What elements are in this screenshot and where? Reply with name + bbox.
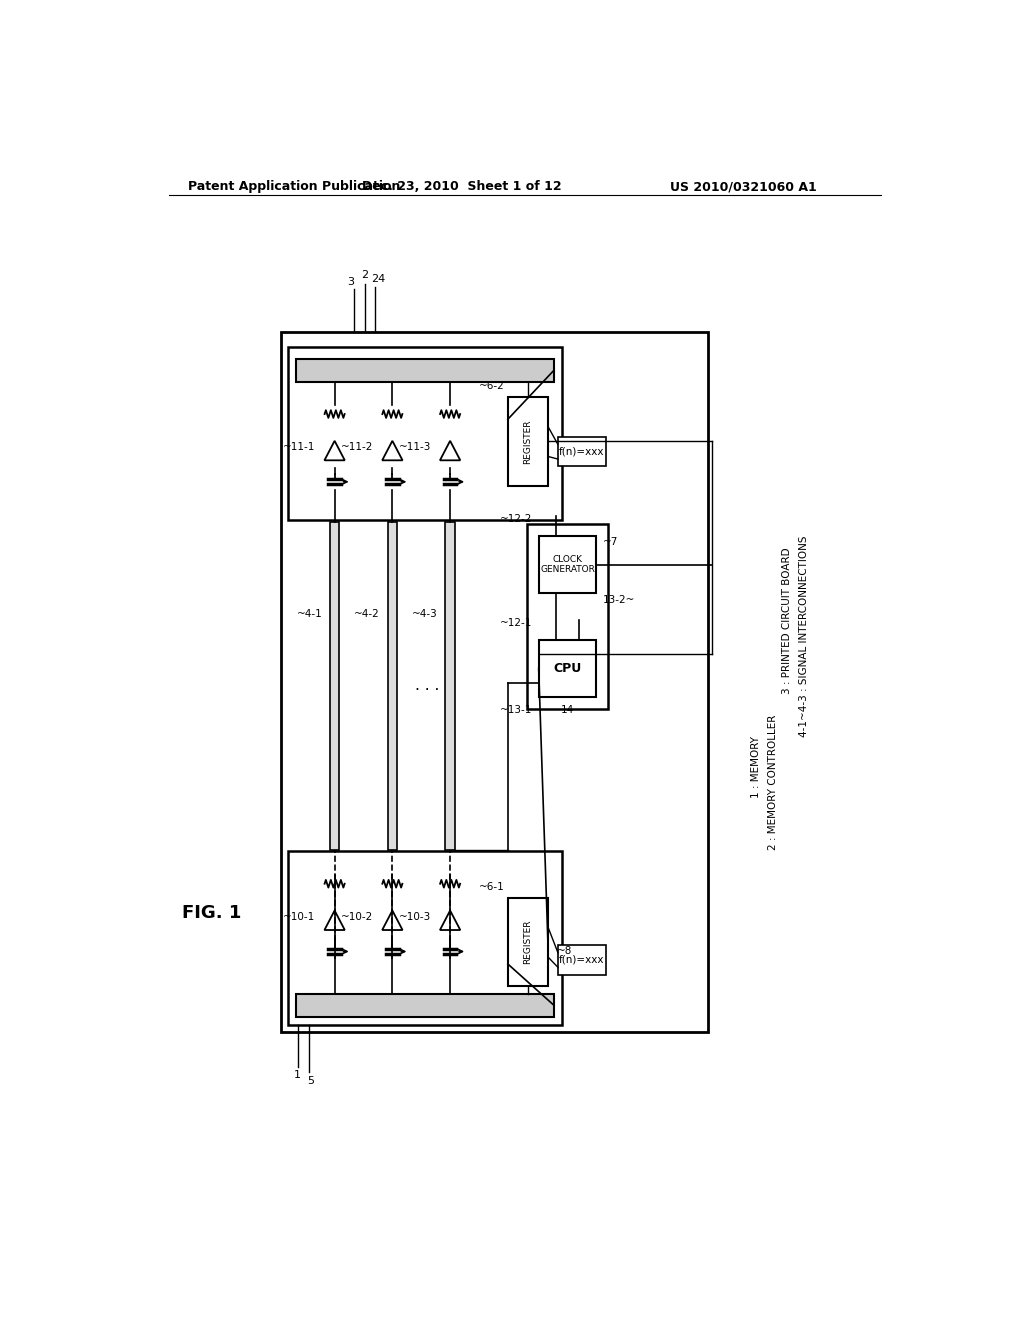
Text: ~12-2: ~12-2 xyxy=(500,513,532,524)
Text: 5: 5 xyxy=(307,1076,314,1086)
Text: 24: 24 xyxy=(372,275,386,284)
Bar xyxy=(539,640,596,697)
Text: 4-1~4-3 : SIGNAL INTERCONNECTIONS: 4-1~4-3 : SIGNAL INTERCONNECTIONS xyxy=(799,535,809,737)
Text: ~6-2: ~6-2 xyxy=(479,381,505,391)
Text: 2: 2 xyxy=(361,271,369,280)
Text: ~4-1: ~4-1 xyxy=(297,609,323,619)
Text: f(n)=xxx: f(n)=xxx xyxy=(559,446,604,457)
Bar xyxy=(289,851,562,1024)
Text: 1 : MEMORY: 1 : MEMORY xyxy=(751,735,761,797)
Text: ~10-3: ~10-3 xyxy=(398,912,431,921)
Text: 2 : MEMORY CONTROLLER: 2 : MEMORY CONTROLLER xyxy=(768,714,778,850)
Text: Patent Application Publication: Patent Application Publication xyxy=(188,181,400,194)
Text: 14: 14 xyxy=(560,705,573,714)
Text: . . .: . . . xyxy=(415,678,439,693)
Bar xyxy=(539,536,596,594)
Text: ~4-3: ~4-3 xyxy=(412,609,438,619)
Text: ~6-1: ~6-1 xyxy=(479,882,505,892)
Bar xyxy=(281,331,708,1032)
Text: US 2010/0321060 A1: US 2010/0321060 A1 xyxy=(670,181,816,194)
Text: Dec. 23, 2010  Sheet 1 of 12: Dec. 23, 2010 Sheet 1 of 12 xyxy=(361,181,561,194)
Text: ~10-1: ~10-1 xyxy=(283,912,315,921)
Text: ~11-3: ~11-3 xyxy=(398,442,431,453)
Bar xyxy=(508,898,548,986)
Bar xyxy=(289,347,562,520)
Text: ~11-2: ~11-2 xyxy=(341,442,373,453)
Text: ~11-1: ~11-1 xyxy=(283,442,315,453)
Bar xyxy=(508,397,548,486)
Text: 3 : PRINTED CIRCUIT BOARD: 3 : PRINTED CIRCUIT BOARD xyxy=(781,546,792,694)
Text: ~12-1: ~12-1 xyxy=(500,618,532,628)
Bar xyxy=(296,994,554,1016)
Text: 3: 3 xyxy=(347,277,354,286)
Bar xyxy=(388,521,397,850)
Bar xyxy=(527,524,608,709)
Text: CLOCK
GENERATOR: CLOCK GENERATOR xyxy=(540,554,595,574)
Text: f(n)=xxx: f(n)=xxx xyxy=(559,954,604,965)
Bar xyxy=(445,521,455,850)
Bar xyxy=(558,437,605,466)
Text: 13-2~: 13-2~ xyxy=(602,594,635,605)
Text: CPU: CPU xyxy=(553,663,582,675)
Text: ~8: ~8 xyxy=(557,946,572,956)
Text: ~4-2: ~4-2 xyxy=(354,609,380,619)
Text: ~10-2: ~10-2 xyxy=(341,912,373,921)
Text: REGISTER: REGISTER xyxy=(523,920,532,964)
Text: ~7: ~7 xyxy=(602,537,617,546)
Bar xyxy=(330,521,339,850)
Bar xyxy=(558,945,605,974)
Text: REGISTER: REGISTER xyxy=(523,420,532,463)
Text: FIG. 1: FIG. 1 xyxy=(181,904,241,921)
Bar xyxy=(296,359,554,381)
Text: 1: 1 xyxy=(294,1071,300,1081)
Text: ~13-1: ~13-1 xyxy=(500,705,532,714)
